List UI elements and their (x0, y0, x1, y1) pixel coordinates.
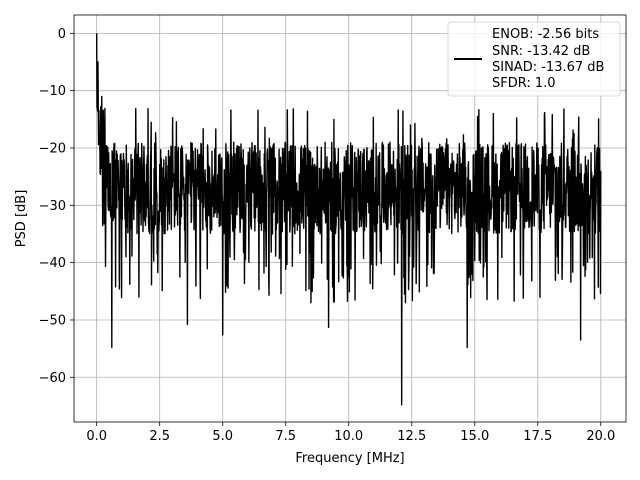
y-tick-label: −10 (39, 84, 66, 99)
y-axis-label: PSD [dB] (14, 190, 29, 248)
x-tick-label: 20.0 (586, 429, 615, 444)
legend: ENOB: -2.56 bits SNR: -13.42 dB SINAD: -… (447, 21, 621, 97)
x-tick-label: 17.5 (523, 429, 552, 444)
legend-entry-sinad: SINAD: -13.67 dB (492, 60, 604, 75)
x-tick-label: 15.0 (460, 429, 489, 444)
y-tick-label: 0 (58, 27, 66, 42)
x-tick-label: 12.5 (397, 429, 426, 444)
legend-box (447, 21, 621, 97)
x-tick-label: 0.0 (86, 429, 107, 444)
x-tick-label: 5.0 (212, 429, 233, 444)
y-tick-label: −40 (39, 256, 66, 271)
plot-frame (73, 14, 627, 423)
y-tick-label: −50 (39, 313, 66, 328)
y-tick-label: −60 (39, 371, 66, 386)
y-tick-label: −20 (39, 141, 66, 156)
legend-entry-enob: ENOB: -2.56 bits (492, 27, 599, 42)
psd-trace (95, 33, 602, 406)
series-line (95, 33, 602, 406)
x-tick-label: 10.0 (334, 429, 363, 444)
x-tick-label: 7.5 (275, 429, 296, 444)
legend-entry-sfdr: SFDR: 1.0 (492, 76, 556, 91)
x-tick-label: 2.5 (149, 429, 170, 444)
ticks: 0.0 2.5 5.0 7.5 10.0 12.5 15.0 17.5 20.0 0 −10 −20 −… (39, 27, 616, 444)
legend-entry-snr: SNR: -13.42 dB (492, 44, 590, 59)
x-axis-label: Frequency [MHz] (295, 451, 404, 466)
y-tick-label: −30 (39, 199, 66, 214)
